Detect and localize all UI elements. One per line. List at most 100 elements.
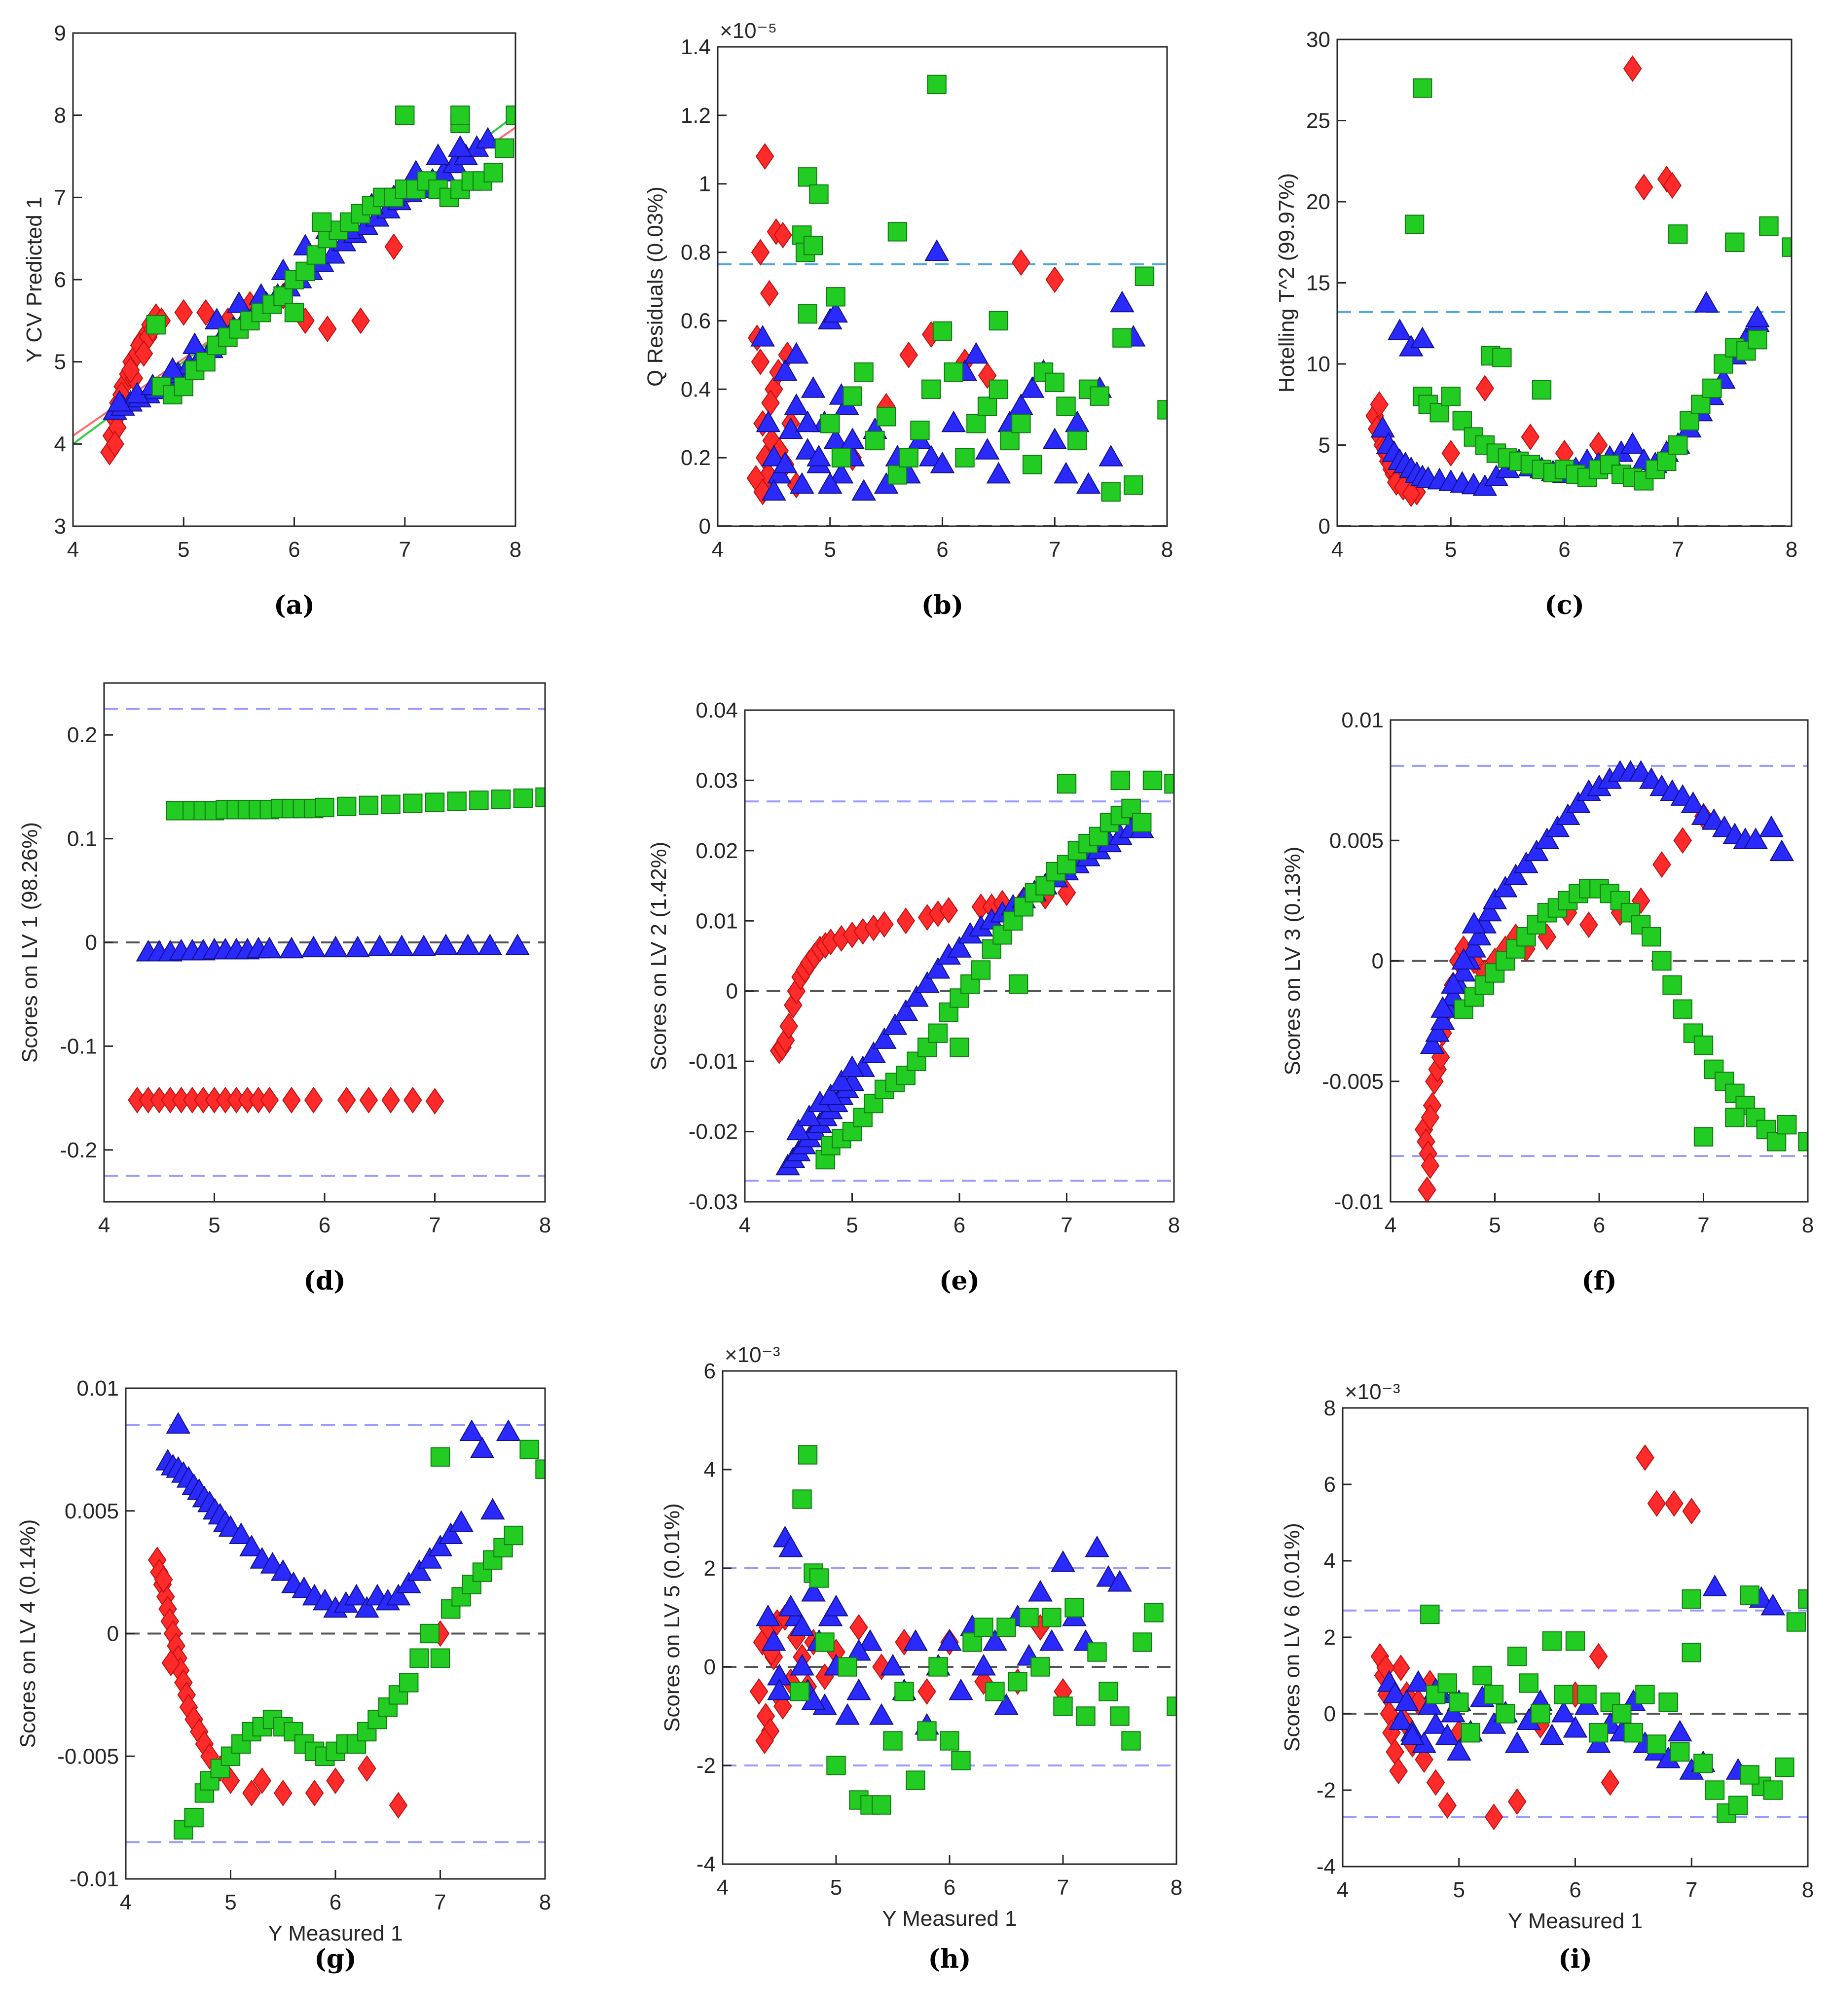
data-point-square bbox=[346, 1734, 366, 1754]
data-point-triangle bbox=[407, 1559, 432, 1581]
data-point-triangle bbox=[1524, 839, 1549, 862]
data-point-triangle bbox=[1745, 305, 1770, 327]
x-tick-label: 5 bbox=[1489, 1213, 1501, 1237]
data-point-diamond bbox=[1682, 1498, 1701, 1525]
data-point-triangle bbox=[239, 1535, 264, 1556]
x-tick-label: 7 bbox=[429, 1213, 440, 1237]
data-point-triangle bbox=[1039, 1629, 1064, 1651]
data-point-square bbox=[803, 235, 823, 255]
data-point-square bbox=[1135, 266, 1155, 286]
data-point-triangle bbox=[795, 410, 820, 432]
data-point-square bbox=[1008, 1672, 1027, 1692]
y-tick-label: 6 bbox=[54, 268, 66, 292]
data-point-square bbox=[1668, 435, 1688, 455]
data-point-triangle bbox=[505, 934, 530, 955]
data-point-triangle bbox=[801, 376, 826, 398]
data-point-diamond bbox=[1673, 827, 1692, 854]
data-point-square bbox=[950, 1037, 969, 1057]
data-point-diamond bbox=[779, 1012, 798, 1040]
data-point-triangle bbox=[762, 444, 786, 467]
y-tick-label: 4 bbox=[704, 1458, 716, 1482]
data-point-triangle bbox=[321, 242, 345, 264]
data-point-square bbox=[1167, 1696, 1176, 1716]
data-point-triangle bbox=[1466, 924, 1492, 946]
data-point-square bbox=[210, 1759, 230, 1778]
data-point-square bbox=[1461, 1723, 1481, 1743]
plot-data bbox=[1391, 760, 1808, 1202]
data-point-square bbox=[894, 1682, 914, 1701]
data-point-triangle bbox=[1423, 1712, 1448, 1734]
data-point-diamond bbox=[751, 348, 770, 375]
data-point-diamond bbox=[425, 1087, 444, 1115]
data-point-square bbox=[1441, 387, 1461, 406]
data-point-square bbox=[1763, 1780, 1783, 1800]
x-tick-label: 5 bbox=[1453, 1878, 1465, 1902]
data-point-triangle bbox=[772, 451, 798, 473]
y-tick-label: 6 bbox=[1324, 1473, 1336, 1497]
data-point-diamond bbox=[154, 1566, 173, 1593]
data-point-square bbox=[1076, 1706, 1096, 1726]
data-point-square bbox=[1420, 1604, 1440, 1624]
y-tick-label: 4 bbox=[1324, 1549, 1336, 1573]
data-point-triangle bbox=[459, 1419, 484, 1441]
data-point-triangle bbox=[767, 1678, 792, 1700]
data-point-diamond bbox=[755, 1727, 774, 1755]
data-point-square bbox=[820, 414, 840, 433]
data-point-square bbox=[1577, 1685, 1597, 1704]
data-point-triangle bbox=[1769, 839, 1794, 862]
data-point-diamond bbox=[1421, 1152, 1440, 1179]
data-point-square bbox=[1008, 974, 1028, 994]
chart-panel-e: 4 5 6 7 8 -0.03 -0.02 -0.01 0 0.01 0.02 0.03 0.04 Sco… bbox=[647, 698, 1180, 1296]
plot-data bbox=[718, 74, 1167, 526]
x-axis-label: Y Measured 1 bbox=[882, 1907, 1017, 1931]
data-point-diamond bbox=[1421, 1104, 1440, 1131]
y-tick-label: -0.01 bbox=[1334, 1190, 1384, 1214]
y-tick-label: 0.8 bbox=[681, 241, 711, 265]
data-point-square bbox=[1647, 1734, 1667, 1754]
chart-panel-h: 4 5 6 7 8 -4 -2 0 2 4 6 ×10⁻³ Scores on LV 5 (0.01%)… bbox=[660, 1343, 1182, 1974]
plot-data bbox=[1337, 55, 1792, 526]
y-tick-label: 0.005 bbox=[65, 1499, 119, 1523]
data-point-square bbox=[295, 261, 315, 282]
data-point-square bbox=[359, 795, 379, 815]
data-point-square bbox=[1030, 1657, 1050, 1677]
y-tick-label: 0 bbox=[726, 979, 738, 1004]
data-point-square bbox=[1740, 1765, 1759, 1785]
data-point-triangle bbox=[872, 1027, 897, 1049]
y-axis-label: Scores on LV 3 (0.13%) bbox=[1281, 847, 1305, 1076]
data-point-triangle bbox=[182, 332, 207, 354]
data-point-square bbox=[447, 792, 467, 811]
data-point-square bbox=[1144, 1603, 1164, 1622]
data-point-diamond bbox=[318, 315, 337, 343]
data-point-triangle bbox=[1535, 828, 1560, 849]
data-point-diamond bbox=[1415, 1746, 1433, 1773]
data-point-square bbox=[146, 315, 166, 335]
data-point-square bbox=[843, 386, 862, 406]
data-point-triangle bbox=[1441, 972, 1466, 994]
data-point-square bbox=[535, 1459, 545, 1479]
data-point-triangle bbox=[994, 1693, 1019, 1715]
x-tick-label: 4 bbox=[1385, 1213, 1396, 1237]
data-point-triangle bbox=[1107, 1570, 1132, 1592]
data-point-diamond bbox=[875, 911, 894, 938]
data-point-square bbox=[865, 431, 885, 451]
chart-panel-i: 4 5 6 7 8 -4 -2 0 2 4 6 8 ×10⁻³ Scores on LV 6 (0.01%… bbox=[1280, 1380, 1814, 1974]
data-point-triangle bbox=[228, 1522, 254, 1544]
data-point-triangle bbox=[778, 1535, 803, 1557]
data-point-square bbox=[403, 793, 423, 813]
chart-panel-f: 4 5 6 7 8 -0.01 -0.005 0 0.005 0.01 Scores on LV 3… bbox=[1281, 708, 1814, 1296]
data-point-square bbox=[985, 1682, 1005, 1701]
data-point-diamond bbox=[1370, 391, 1389, 418]
data-point-triangle bbox=[1539, 1724, 1565, 1745]
data-point-triangle bbox=[750, 324, 775, 347]
data-point-square bbox=[1532, 380, 1552, 400]
data-point-square bbox=[1704, 1059, 1724, 1080]
data-point-square bbox=[166, 801, 185, 821]
data-point-diamond bbox=[196, 299, 215, 326]
data-point-triangle bbox=[1389, 1708, 1413, 1730]
axis-exponent: ×10⁻³ bbox=[1345, 1380, 1400, 1404]
data-point-square bbox=[1472, 1665, 1492, 1686]
data-point-triangle bbox=[438, 1522, 463, 1544]
data-point-square bbox=[1691, 395, 1711, 414]
